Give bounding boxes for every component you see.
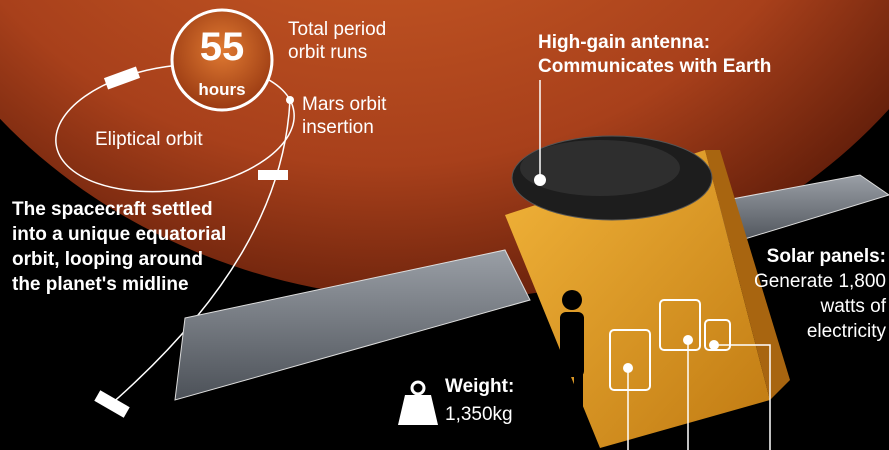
insertion-label: Mars orbit: [302, 94, 387, 115]
antenna-dish-inner: [520, 140, 680, 196]
description: The spacecraft settled: [12, 199, 213, 220]
description: into a unique equatorial: [12, 224, 226, 245]
weight-value: 1,350kg: [445, 404, 513, 425]
antenna-dot: [534, 174, 546, 186]
antenna-text: Communicates with Earth: [538, 56, 771, 77]
period-label: Total period: [288, 19, 386, 40]
leader-dot: [683, 335, 693, 345]
hours-value: 55: [200, 25, 245, 69]
period-label: orbit runs: [288, 42, 367, 63]
insertion-label: insertion: [302, 117, 374, 138]
orbit-label: Eliptical orbit: [95, 129, 203, 150]
solar-title: Solar panels:: [767, 246, 886, 267]
leader-dot: [709, 340, 719, 350]
hours-unit: hours: [198, 80, 245, 99]
solar-text: electricity: [807, 321, 887, 342]
solar-text: watts of: [820, 296, 887, 317]
description: orbit, looping around: [12, 249, 203, 270]
insertion-point: [286, 96, 294, 104]
description: the planet's midline: [12, 274, 189, 295]
antenna-title: High-gain antenna:: [538, 32, 710, 53]
infographic: 55 hours Total period orbit runs Mars or…: [0, 0, 889, 450]
weight-title: Weight:: [445, 376, 514, 397]
leader-dot: [623, 363, 633, 373]
solar-text: Generate 1,800: [754, 271, 886, 292]
